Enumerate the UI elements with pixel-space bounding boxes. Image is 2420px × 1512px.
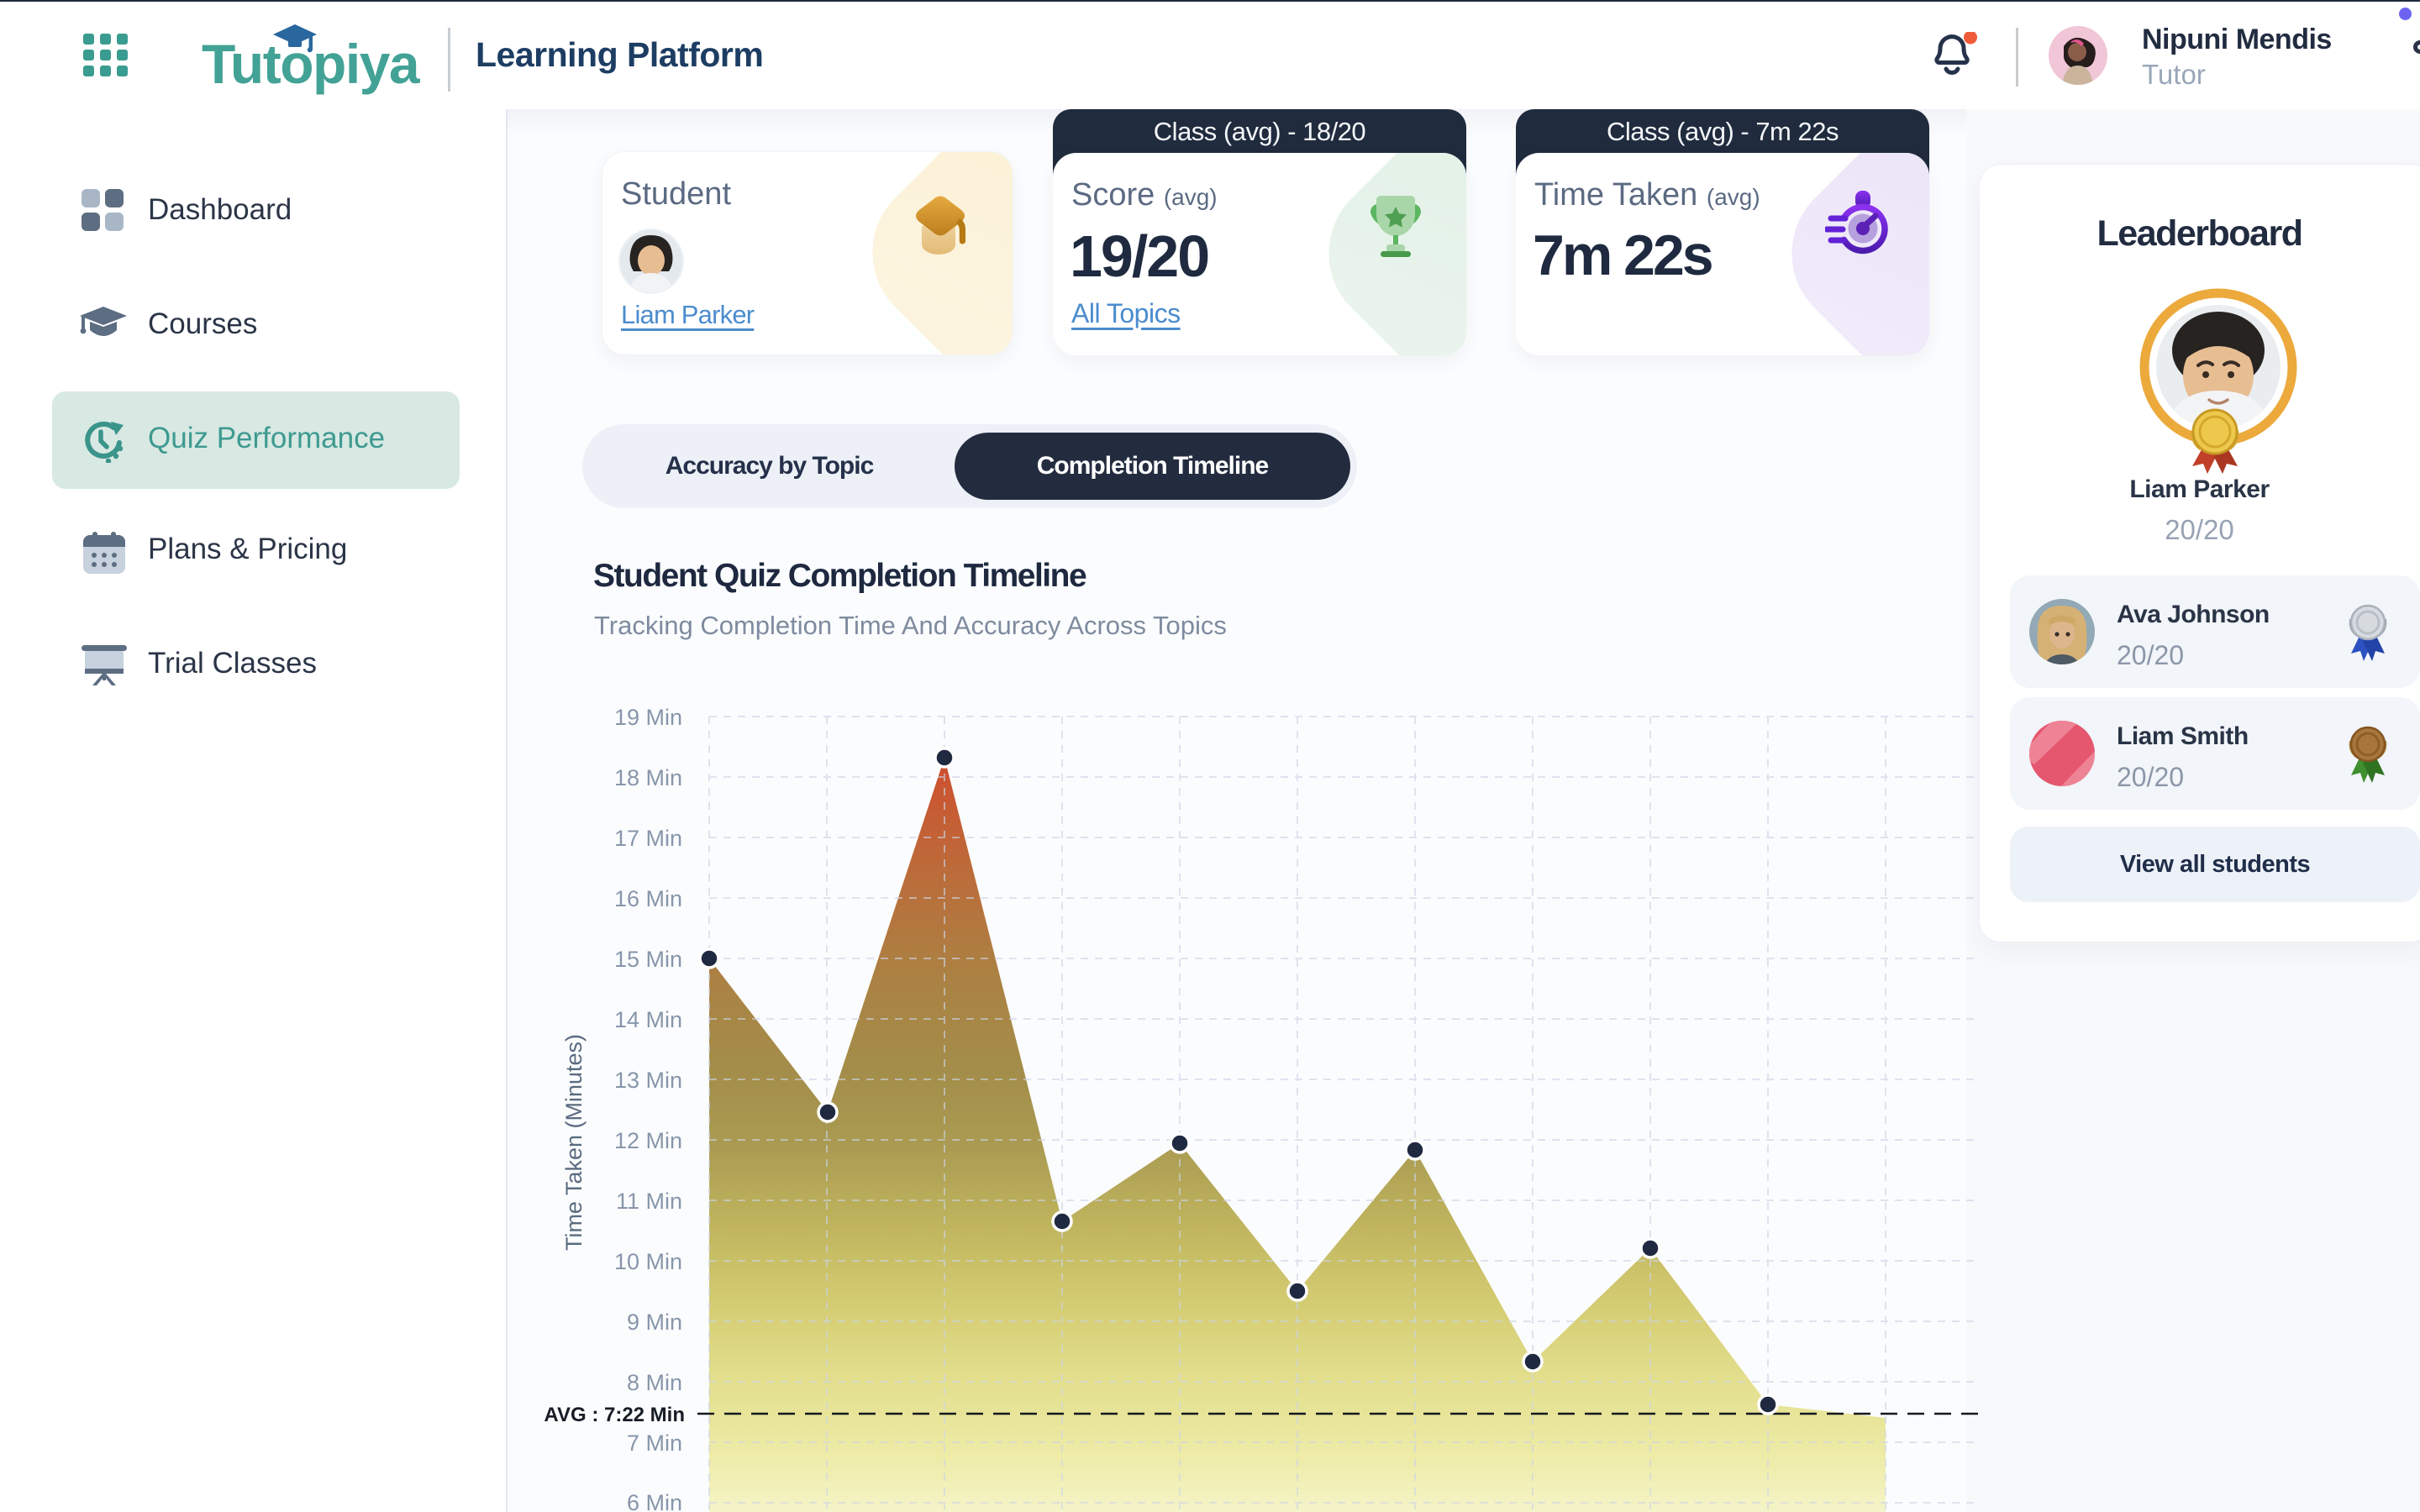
svg-text:7 Min: 7 Min	[627, 1431, 682, 1456]
svg-text:10 Min: 10 Min	[614, 1249, 682, 1274]
svg-text:8 Min: 8 Min	[627, 1370, 682, 1395]
svg-text:11 Min: 11 Min	[616, 1189, 682, 1214]
svg-text:19 Min: 19 Min	[614, 705, 682, 730]
svg-text:13 Min: 13 Min	[614, 1068, 682, 1093]
svg-text:12 Min: 12 Min	[614, 1128, 682, 1153]
svg-text:6 Min: 6 Min	[627, 1490, 682, 1512]
svg-text:9 Min: 9 Min	[627, 1310, 682, 1335]
svg-text:AVG : 7:22 Min: AVG : 7:22 Min	[544, 1404, 685, 1426]
svg-text:16 Min: 16 Min	[614, 886, 682, 911]
svg-text:14 Min: 14 Min	[614, 1007, 682, 1032]
svg-text:17 Min: 17 Min	[614, 826, 682, 851]
svg-text:15 Min: 15 Min	[614, 947, 682, 972]
svg-text:18 Min: 18 Min	[614, 765, 682, 790]
svg-text:Time Taken (Minutes): Time Taken (Minutes)	[561, 1034, 587, 1251]
